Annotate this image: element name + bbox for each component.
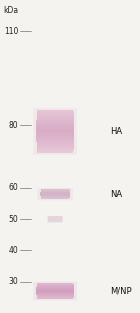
Bar xyxy=(40,194,70,195)
Bar xyxy=(36,134,74,136)
Bar xyxy=(37,298,73,299)
Bar xyxy=(36,121,74,123)
Bar xyxy=(37,142,74,143)
Text: 30: 30 xyxy=(9,277,18,286)
Bar xyxy=(36,136,74,137)
Bar xyxy=(37,140,74,142)
Bar xyxy=(37,112,74,114)
Bar xyxy=(37,284,74,285)
Bar xyxy=(36,131,74,133)
Bar xyxy=(37,294,74,295)
Bar xyxy=(37,120,74,121)
Text: 50: 50 xyxy=(9,215,18,223)
Bar xyxy=(37,285,74,286)
Bar xyxy=(41,196,70,197)
Bar xyxy=(40,195,70,196)
FancyBboxPatch shape xyxy=(48,216,63,222)
Bar xyxy=(36,288,74,289)
Bar xyxy=(41,190,70,191)
Bar xyxy=(36,130,74,131)
Bar xyxy=(36,137,74,139)
Bar xyxy=(40,193,70,194)
Text: M/NP: M/NP xyxy=(110,287,131,295)
Bar xyxy=(37,110,74,111)
Bar xyxy=(37,286,74,287)
Bar xyxy=(36,291,74,292)
Text: HA: HA xyxy=(110,127,122,136)
Bar xyxy=(36,290,74,291)
Bar xyxy=(36,123,74,124)
Text: kDa: kDa xyxy=(3,6,18,15)
Bar xyxy=(36,127,74,129)
Bar xyxy=(36,139,74,140)
FancyBboxPatch shape xyxy=(37,188,73,200)
Bar xyxy=(37,111,74,112)
Bar xyxy=(36,126,74,127)
Bar xyxy=(41,191,70,192)
Bar xyxy=(37,151,74,152)
Bar xyxy=(37,143,74,145)
Bar xyxy=(36,293,74,294)
Bar xyxy=(37,115,74,117)
Bar xyxy=(37,145,74,146)
Bar xyxy=(40,192,70,193)
Bar xyxy=(36,287,74,288)
Text: 60: 60 xyxy=(9,183,18,192)
Text: 80: 80 xyxy=(9,121,18,130)
FancyBboxPatch shape xyxy=(33,108,77,155)
Bar xyxy=(37,117,74,118)
Bar xyxy=(41,198,69,199)
Bar xyxy=(37,296,74,297)
Bar xyxy=(37,118,74,120)
Bar xyxy=(37,283,74,284)
Text: NA: NA xyxy=(110,190,122,198)
FancyBboxPatch shape xyxy=(33,282,77,300)
Bar xyxy=(36,289,74,290)
Bar xyxy=(37,147,74,149)
Bar xyxy=(37,297,74,298)
Bar xyxy=(37,114,74,115)
Bar xyxy=(36,292,74,293)
Bar xyxy=(36,133,74,134)
Bar xyxy=(37,295,74,296)
Bar xyxy=(37,149,74,151)
Bar xyxy=(37,146,74,147)
Text: 40: 40 xyxy=(9,246,18,255)
Text: 110: 110 xyxy=(4,27,18,36)
Bar xyxy=(36,124,74,126)
Bar xyxy=(41,189,70,190)
Bar xyxy=(37,152,73,153)
Bar xyxy=(36,129,74,130)
